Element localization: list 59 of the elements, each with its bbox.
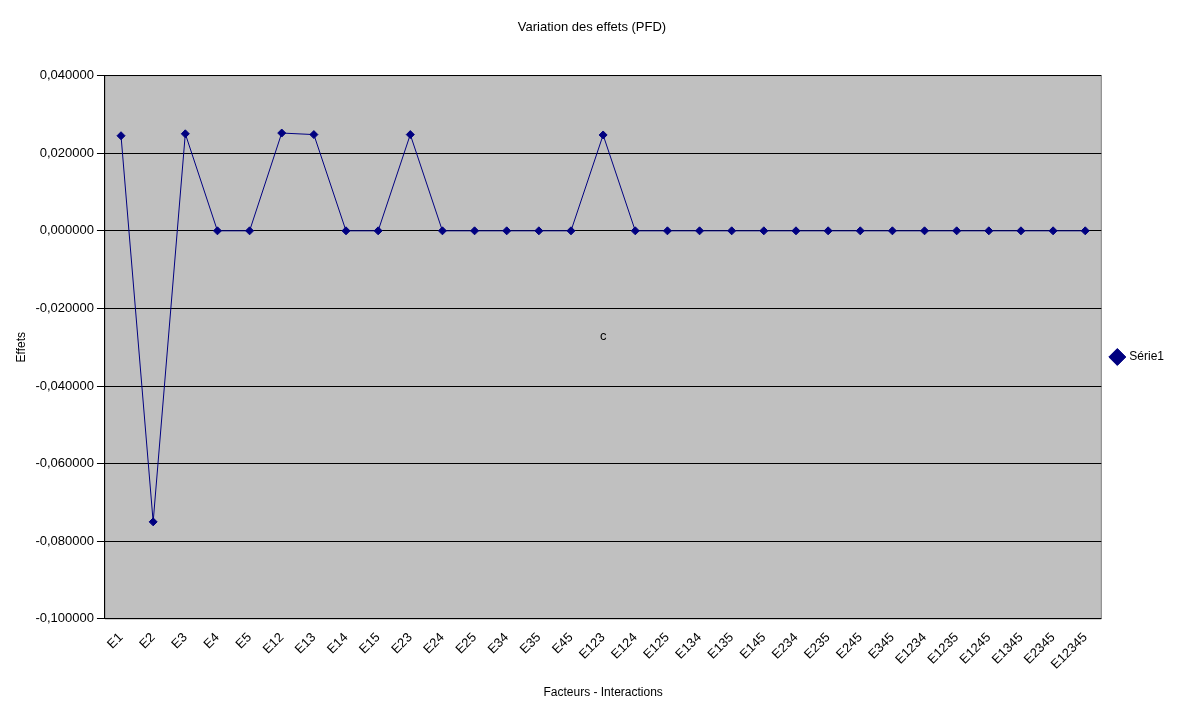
chart-title: Variation des effets (PFD): [517, 19, 667, 35]
y-tick-label: -0,100000: [35, 610, 94, 626]
y-axis-title: Effets: [13, 332, 28, 363]
point: [791, 226, 801, 236]
y-tick-label: 0,020000: [39, 144, 94, 160]
point: [148, 517, 158, 527]
point: [373, 226, 383, 236]
point: [1016, 226, 1026, 236]
point: [502, 226, 512, 236]
y-tick-label: -0,020000: [35, 300, 94, 316]
point: [309, 130, 319, 140]
point: [437, 226, 447, 236]
point: [1080, 226, 1090, 236]
annotation: c: [599, 327, 607, 343]
x-tick-label: E2: [135, 629, 158, 652]
point: [727, 226, 737, 236]
x-tick-label: E24: [420, 629, 448, 657]
point: [566, 226, 576, 236]
x-tick-label: E15: [355, 629, 383, 657]
point: [823, 226, 833, 236]
x-tick-label: E12: [259, 629, 287, 657]
point: [180, 129, 190, 139]
point: [116, 131, 126, 141]
point: [470, 226, 480, 236]
x-tick-label: E5: [232, 629, 255, 652]
x-tick-label: E14: [323, 629, 351, 657]
point: [534, 226, 544, 236]
point: [984, 226, 994, 236]
point: [855, 226, 865, 236]
point: [598, 130, 608, 140]
x-tick-label: E25: [452, 629, 480, 657]
point: [920, 226, 930, 236]
point: [341, 226, 351, 236]
point: [759, 226, 769, 236]
y-tick-label: -0,080000: [35, 532, 94, 548]
point: [695, 226, 705, 236]
point: [212, 226, 222, 236]
point: [1048, 226, 1058, 236]
y-tick-label: 0,040000: [39, 67, 94, 83]
x-tick-label: E23: [387, 629, 415, 657]
x-tick-label: E13: [291, 629, 319, 657]
point: [277, 128, 287, 138]
x-tick-label: E1: [103, 629, 126, 652]
legend-label: Série1: [1129, 349, 1165, 364]
point: [952, 226, 962, 236]
point: [887, 226, 897, 236]
x-tick-label: E4: [200, 629, 223, 652]
y-tick-label: 0,000000: [39, 222, 94, 238]
x-tick-label: E3: [168, 629, 190, 652]
point: [405, 130, 415, 140]
point: [630, 226, 640, 236]
y-tick-label: -0,040000: [35, 377, 94, 393]
x-tick-label: E35: [516, 629, 544, 657]
point: [662, 226, 672, 236]
x-tick-label: E34: [484, 629, 512, 657]
x-tick-label: E45: [548, 629, 576, 657]
point: [245, 226, 255, 236]
x-axis-title: Facteurs - Interactions: [543, 685, 663, 700]
y-tick-label: -0,060000: [35, 455, 94, 471]
